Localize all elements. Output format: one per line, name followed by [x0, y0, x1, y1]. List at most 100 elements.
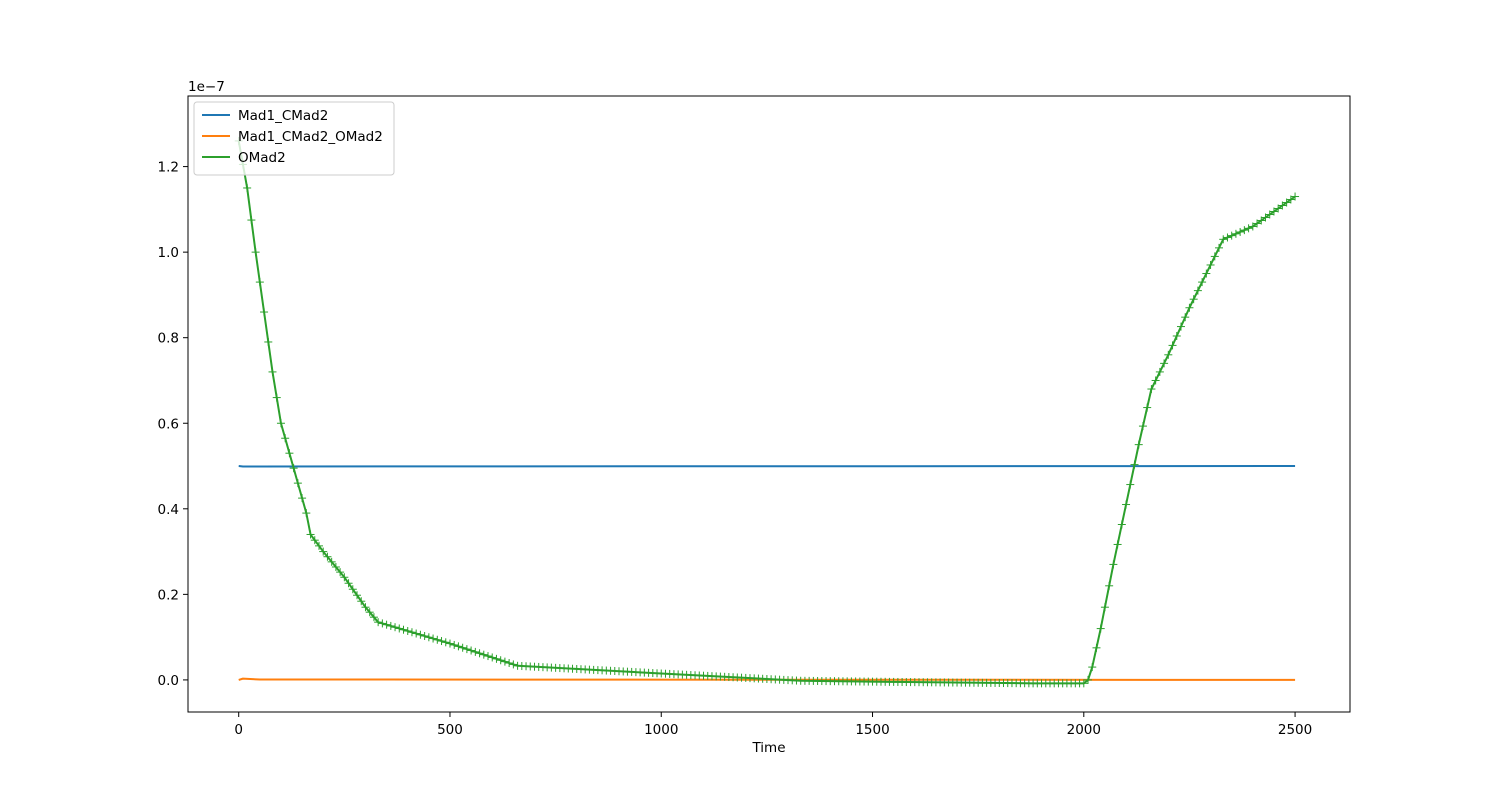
- x-tick-label: 2500: [1278, 722, 1312, 738]
- plus-marker: [450, 640, 459, 649]
- legend-label: Mad1_CMad2_OMad2: [238, 129, 383, 145]
- plus-marker: [264, 337, 273, 346]
- plus-marker: [336, 568, 345, 577]
- plus-marker: [1092, 643, 1101, 652]
- y-tick-label: 0.8: [158, 331, 179, 347]
- plus-marker: [348, 585, 357, 594]
- plus-marker: [1143, 403, 1152, 412]
- plus-marker: [306, 530, 315, 539]
- plus-marker: [1176, 322, 1185, 331]
- plus-marker: [1286, 195, 1295, 204]
- plus-marker: [416, 630, 425, 639]
- plus-marker: [378, 619, 387, 628]
- plus-marker: [437, 637, 446, 646]
- plus-marker: [475, 649, 484, 658]
- plus-marker: [1219, 235, 1228, 244]
- plus-marker: [340, 573, 349, 582]
- plus-marker: [298, 494, 307, 503]
- plus-marker: [1151, 376, 1160, 385]
- plus-marker: [471, 647, 480, 656]
- plus-marker: [496, 656, 505, 665]
- plus-marker: [289, 464, 298, 473]
- plus-marker: [505, 659, 514, 668]
- plus-marker: [429, 634, 438, 643]
- plus-marker: [1109, 560, 1118, 569]
- plus-marker: [1282, 198, 1291, 207]
- legend-label: OMad2: [238, 150, 286, 166]
- plus-marker: [1257, 216, 1266, 225]
- plus-marker: [1096, 624, 1105, 633]
- plus-marker: [323, 552, 332, 561]
- plus-marker: [1084, 675, 1093, 684]
- plus-marker: [1160, 359, 1169, 368]
- plus-marker: [1240, 226, 1249, 235]
- plus-marker: [1117, 520, 1126, 529]
- plus-marker: [445, 639, 454, 648]
- legend-label: Mad1_CMad2: [238, 108, 328, 124]
- x-tick-label: 0: [234, 722, 243, 738]
- plus-marker: [1088, 663, 1097, 672]
- plus-marker: [458, 643, 467, 652]
- legend-box: [193, 101, 395, 176]
- y-axis: 0.0 0.2 0.4 0.6 0.8 1.0 1.2: [158, 160, 188, 689]
- plus-marker: [1198, 278, 1207, 287]
- plus-marker: [331, 562, 340, 571]
- plus-marker: [479, 650, 488, 659]
- plus-marker: [382, 620, 391, 629]
- y-tick-label: 1.2: [158, 160, 179, 176]
- plus-marker: [281, 434, 290, 443]
- plus-marker: [268, 367, 277, 376]
- plus-marker: [353, 591, 362, 600]
- plus-marker: [1147, 385, 1156, 394]
- x-tick-label: 1500: [855, 722, 889, 738]
- plus-marker: [1122, 500, 1131, 509]
- plus-marker: [1236, 227, 1245, 236]
- plus-marker: [1193, 286, 1202, 295]
- plus-marker: [1269, 207, 1278, 216]
- plus-marker: [369, 613, 378, 622]
- plus-marker: [302, 509, 311, 518]
- y-tick-label: 0.2: [158, 587, 179, 603]
- plus-marker: [1126, 480, 1135, 489]
- plus-marker: [1291, 192, 1300, 201]
- plus-marker: [1265, 210, 1274, 219]
- plus-marker: [1278, 201, 1287, 210]
- plus-marker: [1274, 204, 1283, 213]
- plus-marker: [454, 642, 463, 651]
- plus-marker: [361, 603, 370, 612]
- plus-marker: [260, 308, 269, 317]
- plus-marker: [1185, 303, 1194, 312]
- plus-marker: [509, 660, 518, 669]
- plus-marker: [407, 628, 416, 637]
- plus-marker: [344, 579, 353, 588]
- plus-marker: [276, 419, 285, 428]
- plus-marker: [1113, 540, 1122, 549]
- plot-area-frame: [187, 95, 1351, 713]
- plus-marker: [420, 632, 429, 641]
- series-omad2: [234, 136, 1300, 688]
- plus-marker: [374, 618, 383, 627]
- plus-marker: [1079, 679, 1088, 688]
- plus-marker: [433, 635, 442, 644]
- plus-marker: [1261, 213, 1270, 222]
- plus-marker: [1227, 231, 1236, 240]
- plus-marker: [1189, 295, 1198, 304]
- plus-marker: [1244, 224, 1253, 233]
- plus-marker: [1138, 422, 1147, 431]
- plus-marker: [1253, 219, 1262, 228]
- plus-marker: [310, 536, 319, 545]
- plus-marker: [255, 278, 264, 287]
- plus-marker: [1223, 233, 1232, 242]
- plus-marker: [1105, 581, 1114, 590]
- y-tick-label: 0.4: [158, 502, 179, 518]
- plus-marker: [1172, 331, 1181, 340]
- plus-marker: [500, 657, 509, 666]
- plus-marker: [488, 653, 497, 662]
- legend-item: Mad1_CMad2_OMad2: [202, 129, 383, 145]
- plus-marker: [412, 629, 421, 638]
- plus-marker: [1181, 313, 1190, 322]
- plus-marker: [424, 633, 433, 642]
- legend-item: OMad2: [202, 150, 286, 166]
- x-tick-label: 500: [437, 722, 463, 738]
- plus-marker: [243, 183, 252, 192]
